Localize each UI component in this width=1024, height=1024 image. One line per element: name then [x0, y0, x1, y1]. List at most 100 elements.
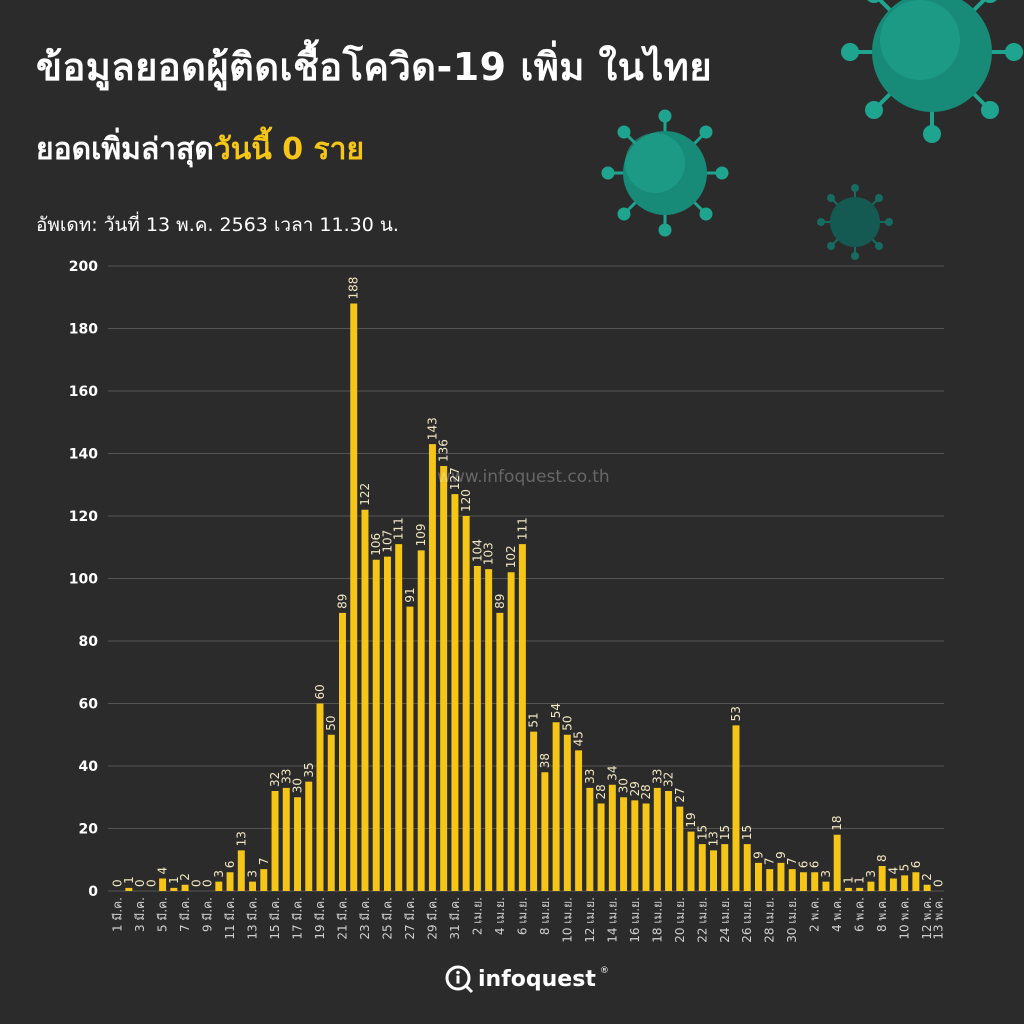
data-label: 28	[594, 784, 608, 799]
x-tick-label: 8 เม.ย.	[538, 897, 552, 935]
data-label: 15	[695, 825, 709, 840]
bar	[327, 734, 335, 891]
data-label: 143	[425, 417, 439, 440]
bar	[653, 787, 661, 891]
x-tick-label: 28 เม.ย.	[763, 897, 777, 943]
data-label: 9	[751, 851, 765, 859]
bar	[788, 869, 796, 891]
data-label: 32	[268, 772, 282, 787]
bar	[597, 803, 605, 891]
data-label: 1	[841, 876, 855, 884]
data-label: 27	[673, 787, 687, 802]
x-tick-label: 4 เม.ย.	[493, 897, 507, 935]
bar	[451, 494, 459, 891]
data-label: 3	[819, 870, 833, 878]
bar	[395, 544, 403, 891]
data-label: 0	[144, 879, 158, 887]
data-label: 107	[380, 530, 394, 553]
bar	[777, 862, 785, 891]
y-tick-label: 20	[79, 822, 99, 838]
bar	[766, 869, 774, 891]
data-label: 28	[639, 784, 653, 799]
bar	[755, 862, 762, 891]
bar	[923, 884, 931, 891]
bar	[676, 806, 684, 891]
data-label: 3	[864, 870, 878, 878]
data-label: 103	[482, 542, 496, 565]
x-tick-label: 22 เม.ย.	[695, 897, 709, 943]
bar	[833, 834, 841, 891]
x-tick-label: 27 มี.ค.	[403, 897, 417, 940]
logo: infoquest ®	[444, 964, 609, 994]
x-tick-label: 11 มี.ค.	[223, 897, 237, 940]
y-tick-label: 200	[69, 259, 98, 275]
data-label: 109	[414, 523, 428, 546]
data-label: 34	[605, 765, 619, 780]
x-tick-label: 9 มี.ค.	[201, 897, 215, 932]
bar	[901, 875, 909, 891]
data-label: 33	[583, 769, 597, 784]
data-label: 104	[470, 539, 484, 562]
bar	[294, 797, 301, 891]
data-label: 54	[549, 703, 563, 718]
y-tick-label: 80	[79, 634, 99, 650]
bar	[417, 550, 425, 891]
data-label: 136	[437, 439, 451, 462]
data-label: 60	[313, 684, 327, 699]
bar	[530, 731, 538, 891]
y-tick-label: 120	[69, 509, 98, 525]
data-label: 7	[785, 857, 799, 865]
data-label: 18	[830, 815, 844, 830]
bar	[215, 881, 223, 891]
y-tick-label: 40	[79, 759, 99, 775]
bar	[889, 878, 897, 891]
x-tick-label: 29 มี.ค.	[425, 897, 439, 940]
data-label: 51	[527, 712, 541, 727]
bar	[799, 872, 807, 891]
data-label: 30	[617, 778, 631, 793]
bar	[856, 887, 864, 891]
data-label: 1	[167, 876, 181, 884]
data-label: 122	[358, 483, 372, 506]
bar	[575, 750, 583, 891]
bar	[732, 725, 740, 891]
bar	[687, 831, 695, 891]
data-label: 111	[392, 517, 406, 540]
bar	[485, 569, 493, 891]
x-tick-label: 30 เม.ย.	[785, 897, 799, 943]
bar	[642, 803, 650, 891]
data-label: 50	[560, 715, 574, 730]
x-tick-label: 6 พ.ค.	[853, 897, 867, 932]
page-title: ข้อมูลยอดผู้ติดเชื้อโควิด-19 เพิ่ม ในไทย	[36, 45, 713, 89]
data-label: 0	[133, 879, 147, 887]
x-tick-label: 20 เม.ย.	[673, 897, 687, 943]
data-label: 91	[403, 587, 417, 602]
bar	[428, 444, 436, 891]
bar	[181, 884, 189, 891]
data-label: 3	[212, 870, 226, 878]
bar	[912, 872, 920, 891]
x-tick-label: 21 มี.ค.	[335, 897, 349, 940]
data-label: 0	[111, 879, 125, 887]
data-label: 0	[201, 879, 215, 887]
x-tick-label: 13 มี.ค.	[246, 897, 260, 940]
data-label: 35	[302, 762, 316, 777]
bar	[665, 791, 673, 891]
data-label: 6	[909, 861, 923, 869]
watermark: www.infoquest.co.th	[437, 467, 610, 487]
x-tick-label: 10 เม.ย.	[560, 897, 574, 943]
y-tick-label: 100	[69, 572, 98, 588]
x-tick-label: 23 มี.ค.	[358, 897, 372, 940]
data-label: 1	[853, 876, 867, 884]
data-label: 1	[122, 876, 136, 884]
data-label: 106	[369, 533, 383, 556]
y-tick-label: 140	[69, 447, 98, 463]
data-label: 38	[538, 753, 552, 768]
data-label: 0	[189, 879, 203, 887]
data-label: 4	[156, 867, 170, 875]
data-label: 32	[662, 772, 676, 787]
data-label: 3	[246, 870, 260, 878]
bar	[159, 878, 167, 891]
data-label: 7	[763, 857, 777, 865]
